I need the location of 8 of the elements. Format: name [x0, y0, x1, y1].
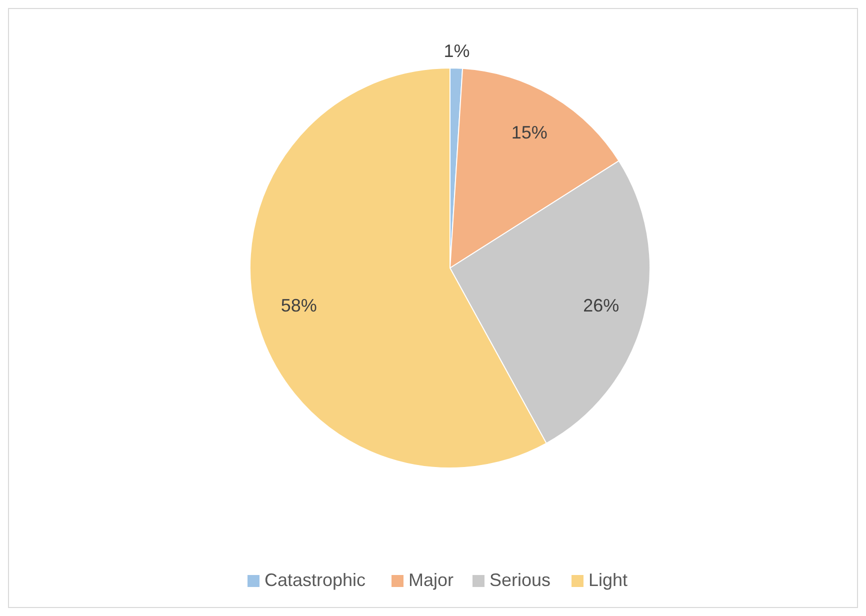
- legend-label: Catastrophic: [264, 570, 366, 590]
- data-label: 1%: [444, 40, 470, 61]
- legend-label: Major: [408, 570, 454, 590]
- legend-label: Light: [588, 570, 628, 590]
- data-label: 58%: [280, 296, 317, 316]
- legend-label: Serious: [490, 570, 551, 590]
- data-label: 26%: [583, 296, 620, 316]
- data-label: 15%: [511, 122, 548, 142]
